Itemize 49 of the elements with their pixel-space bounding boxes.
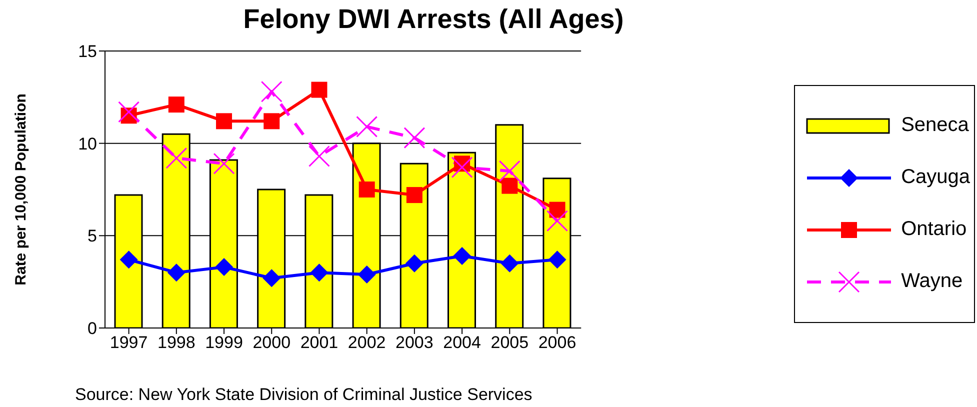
x-tick-label: 1997 <box>110 333 148 352</box>
point <box>546 210 568 232</box>
point <box>310 264 328 282</box>
point <box>118 101 140 123</box>
point <box>168 96 184 113</box>
x-tick-label: 2000 <box>252 333 291 352</box>
point <box>548 250 566 269</box>
legend-label: Wayne <box>901 270 963 293</box>
point <box>404 127 426 149</box>
point <box>216 113 232 130</box>
y-tick-label: 10 <box>78 134 97 154</box>
point <box>264 113 280 130</box>
x-tick-label: 2002 <box>348 333 386 352</box>
point <box>358 182 375 198</box>
point <box>213 152 235 174</box>
point <box>498 160 520 182</box>
point <box>215 258 234 276</box>
point <box>356 116 378 138</box>
point <box>502 178 518 194</box>
point <box>406 187 422 204</box>
point <box>358 265 376 284</box>
point <box>453 246 472 265</box>
legend-label: Seneca <box>901 114 969 137</box>
y-tick-label: 15 <box>78 42 97 62</box>
x-tick-label: 2005 <box>490 333 529 352</box>
x-tick-label: 2006 <box>538 333 576 352</box>
point <box>262 269 281 288</box>
point <box>405 254 424 272</box>
point <box>500 254 519 272</box>
point <box>308 146 330 168</box>
x-tick-label: 2004 <box>443 333 481 352</box>
point <box>167 264 186 282</box>
x-tick-label: 1999 <box>205 333 243 352</box>
legend-label: Ontario <box>901 218 967 241</box>
point <box>260 80 282 102</box>
x-tick-label: 2003 <box>396 333 434 352</box>
point <box>451 156 473 178</box>
point <box>120 250 138 269</box>
chart-title: Felony DWI Arrests (All Ages) <box>242 4 625 35</box>
y-tick-label: 0 <box>88 319 97 338</box>
point <box>311 82 328 98</box>
point <box>549 202 566 218</box>
x-tick-label: 1998 <box>157 333 196 352</box>
legend-label: Cayuga <box>901 166 970 189</box>
y-tick-label: 5 <box>88 226 97 246</box>
point <box>166 147 188 169</box>
x-tick-label: 2001 <box>300 333 338 352</box>
y-axis-title: Rate per 10,000 Population <box>12 94 30 286</box>
source-note: Source: New York State Division of Criminal Justice Services <box>75 385 532 405</box>
